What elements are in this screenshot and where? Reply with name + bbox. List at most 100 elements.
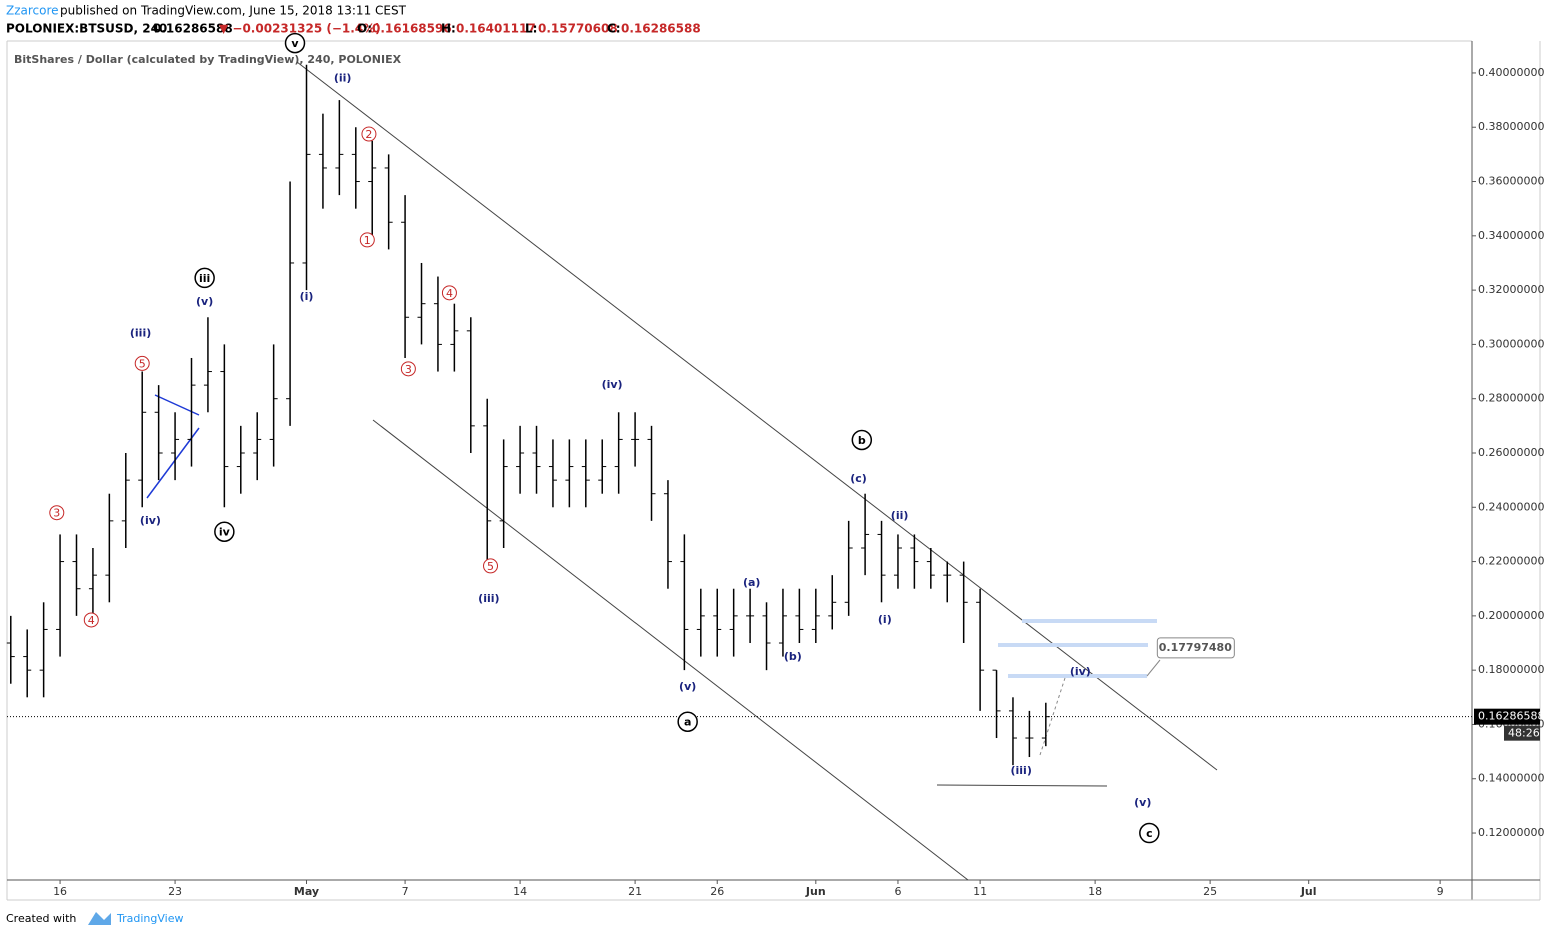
wave-label: 4: [88, 614, 95, 627]
x-tick-label: 21: [628, 885, 642, 898]
last-price-label: 0.16286588: [1478, 710, 1544, 723]
author: Zzarcore: [6, 4, 59, 18]
footer-created: Created with: [6, 912, 76, 925]
wave-label: (iii): [130, 327, 151, 340]
wave-label: 5: [139, 357, 146, 370]
support-line: [936, 784, 1108, 787]
y-tick-label: 0.18000000: [1478, 663, 1544, 676]
wave-label: v: [291, 37, 299, 50]
wave-label: 1: [364, 234, 371, 247]
footer-brand[interactable]: TradingView: [116, 912, 183, 925]
y-tick-label: 0.12000000: [1478, 826, 1544, 839]
wave-circle: [49, 505, 65, 521]
wave-label: (iii): [478, 592, 499, 605]
last-price-box: [1474, 708, 1540, 725]
wave-circle: [361, 126, 377, 142]
callout-label: 0.17797480: [1159, 641, 1232, 654]
l-value: 0.15770608: [538, 22, 618, 36]
y-tick-label: 0.32000000: [1478, 283, 1544, 296]
symbol: POLONIEX:BTSUSD, 240: [6, 22, 167, 36]
wave-label: (i): [300, 290, 314, 303]
change: ▼ −0.00231325 (−1.4%): [219, 22, 381, 36]
callout-pointer: [1146, 659, 1161, 677]
y-tick-label: 0.28000000: [1478, 392, 1544, 405]
wave-circle: [194, 267, 215, 289]
wave-label: (iv): [602, 378, 623, 391]
wave-label: 5: [487, 560, 494, 573]
wave-circle: [851, 429, 873, 451]
x-tick-label: 18: [1088, 885, 1102, 898]
o-value: 0.16168596: [372, 22, 452, 36]
x-tick-label: 26: [710, 885, 724, 898]
x-tick-label: 25: [1203, 885, 1217, 898]
x-tick-label: Jun: [805, 885, 826, 898]
wave-label: (b): [784, 650, 802, 663]
wave-circle: [441, 285, 457, 301]
wave-circle: [400, 361, 416, 377]
wave-label: (iv): [1070, 665, 1091, 678]
c-label: C:: [607, 22, 621, 36]
y-tick-label: 0.36000000: [1478, 175, 1544, 188]
wave-label: a: [684, 716, 691, 729]
y-tick-label: 0.30000000: [1478, 337, 1544, 350]
x-tick-label: 14: [513, 885, 527, 898]
wave-label: (a): [743, 576, 760, 589]
x-tick-label: 23: [168, 885, 182, 898]
wave-label: (v): [1134, 796, 1151, 809]
wave-label: 4: [446, 287, 453, 300]
wave-label: iv: [219, 526, 231, 539]
wave-circle: [214, 521, 235, 542]
plot: [6, 61, 1218, 881]
wave-label: c: [1146, 827, 1153, 840]
logo: [88, 912, 111, 925]
x-tick-label: 9: [1437, 885, 1444, 898]
wave-label: (ii): [334, 71, 352, 84]
y-tick-label: 0.34000000: [1478, 229, 1544, 242]
callout-box: [1156, 637, 1235, 659]
x-tick-label: May: [294, 885, 319, 898]
wave-label: (iii): [1010, 764, 1031, 777]
wave-label: (i): [878, 613, 892, 626]
wave-circle: [284, 32, 306, 54]
y-tick-label: 0.14000000: [1478, 772, 1544, 785]
chart-title: BitShares / Dollar (calculated by Tradin…: [14, 53, 402, 66]
y-tick-label: 0.38000000: [1478, 120, 1544, 133]
symbol-line: POLONIEX:BTSUSD, 240 0.16286588 ▼ −0.002…: [6, 22, 701, 36]
x-tick-label: 6: [894, 885, 901, 898]
wave-circle: [359, 232, 375, 248]
y-tick-label: 0.24000000: [1478, 500, 1544, 513]
wave-label: (v): [196, 295, 213, 308]
wave-label: (c): [850, 472, 867, 485]
wave-circle: [677, 711, 698, 732]
c-value: 0.16286588: [621, 22, 701, 36]
wave-label: 3: [405, 363, 412, 376]
wave-label: 2: [365, 128, 372, 141]
y-tick-label: 0.20000000: [1478, 609, 1544, 622]
y-tick-label: 0.22000000: [1478, 555, 1544, 568]
h-value: 0.16401117: [456, 22, 536, 36]
wave-label: (v): [679, 680, 696, 693]
channel-lower: [372, 419, 969, 881]
y-tick-label: 0.40000000: [1478, 66, 1544, 79]
wave-label: (iv): [140, 514, 161, 527]
x-tick-label: Jul: [1300, 885, 1317, 898]
projection: [1039, 677, 1066, 756]
x-tick-label: 16: [53, 885, 67, 898]
x-tick-label: 7: [402, 885, 409, 898]
wave-circle: [83, 612, 99, 628]
channel-upper: [296, 61, 1218, 771]
o-label: O:: [357, 22, 372, 36]
wave-label: (ii): [891, 509, 909, 522]
x-tick-label: 11: [973, 885, 987, 898]
published: published on TradingView.com, June 15, 2…: [60, 4, 407, 18]
h-label: H:: [441, 22, 456, 36]
wave-circle: [1139, 822, 1160, 844]
wave-circle: [483, 558, 499, 574]
wave-label: iii: [199, 272, 210, 285]
wave-circle: [134, 355, 150, 371]
countdown-box: [1504, 725, 1540, 741]
wave-label: 3: [53, 507, 60, 520]
last-price: 0.16286588: [153, 22, 233, 36]
